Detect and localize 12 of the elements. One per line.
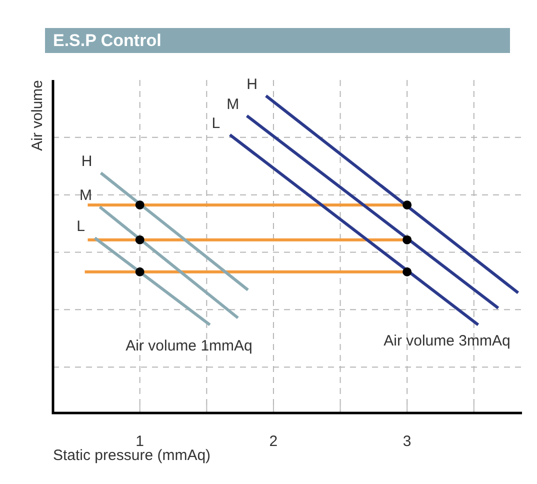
y-axis-title: Air volume [29,80,46,151]
x-tick-label: 3 [402,433,412,450]
annotation: Air volume 3mmAq [384,332,510,350]
series-label: H [81,153,92,170]
chart-title: E.S.P Control [45,28,510,53]
x-tick-label: 2 [269,433,278,450]
series-label: M [80,187,92,204]
series-label: L [76,218,85,236]
series-label: H [246,76,258,93]
series-label: M [226,96,240,113]
annotation: Air volume 1mmAq [126,338,252,355]
series-label: L [212,115,220,132]
